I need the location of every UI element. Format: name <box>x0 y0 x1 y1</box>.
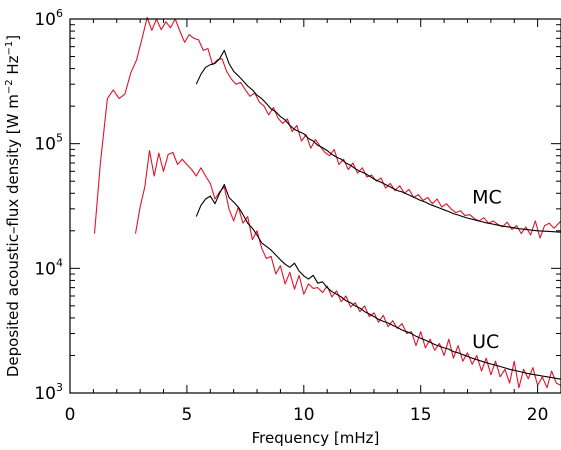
annotation-uc: UC <box>472 331 499 353</box>
annotation-layer: MC UC <box>472 187 502 353</box>
series-layer <box>93 16 561 389</box>
y-tick-base: 10 <box>34 10 56 30</box>
series-mc-red-line <box>93 16 561 239</box>
y-axis-label-end: ] <box>4 35 22 41</box>
y-tick-label: 104 <box>34 256 63 279</box>
y-tick-label: 106 <box>34 7 63 30</box>
y-tick-base: 10 <box>34 259 56 279</box>
plot-frame <box>69 18 561 394</box>
y-tick-exponent: 5 <box>56 132 63 145</box>
ticks-layer <box>69 19 561 394</box>
y-axis-label: Deposited acoustic–flux density [W m−2 H… <box>4 35 22 377</box>
x-axis-label: Frequency [mHz] <box>252 429 380 447</box>
y-tick-exponent: 6 <box>56 7 63 20</box>
y-tick-label: 103 <box>34 381 63 404</box>
x-tick-label: 10 <box>293 405 315 425</box>
y-tick-exponent: 4 <box>56 256 63 269</box>
y-tick-base: 10 <box>34 135 56 155</box>
series-uc-black-line <box>195 183 561 380</box>
series-mc-black-line <box>195 49 561 233</box>
x-tick-label: 5 <box>181 405 192 425</box>
y-tick-exponent: 3 <box>56 381 63 394</box>
y-axis-label-sup1: −2 <box>4 79 15 94</box>
y-axis-label-main: Deposited acoustic–flux density [W m <box>4 94 22 377</box>
y-tick-label: 105 <box>34 132 63 155</box>
annotation-mc: MC <box>472 187 502 209</box>
x-tick-label: 15 <box>410 405 432 425</box>
y-axis-label-mid: Hz <box>4 55 22 79</box>
x-tick-label: 20 <box>527 405 549 425</box>
y-tick-base: 10 <box>34 384 56 404</box>
y-axis-label-sup2: −1 <box>4 41 15 56</box>
x-tick-label: 0 <box>65 405 76 425</box>
